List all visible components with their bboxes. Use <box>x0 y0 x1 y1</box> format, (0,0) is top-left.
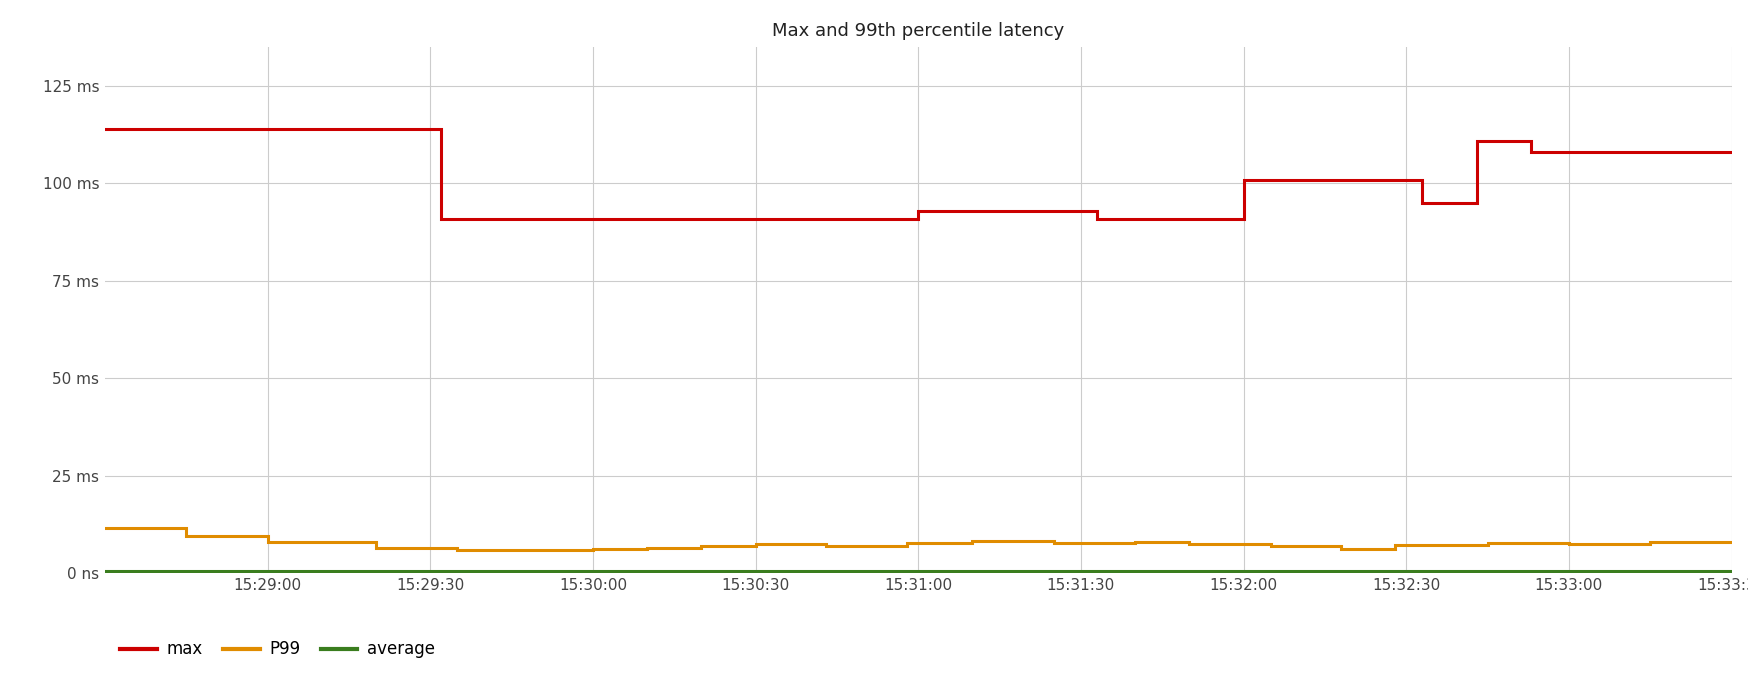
max <box>1519 137 1540 145</box>
P99 <box>582 545 603 553</box>
max <box>1519 148 1540 156</box>
P99 <box>1124 538 1145 546</box>
P99 <box>745 540 766 548</box>
P99 <box>1259 540 1280 548</box>
P99 <box>815 542 836 550</box>
P99 <box>1640 540 1661 548</box>
max <box>392 125 414 133</box>
P99 <box>690 543 711 551</box>
P99 <box>175 532 196 540</box>
P99 <box>1259 543 1280 551</box>
P99 <box>1178 540 1199 548</box>
P99 <box>636 543 657 551</box>
P99 <box>1124 539 1145 547</box>
P99 <box>94 524 115 532</box>
P99 <box>1384 541 1405 549</box>
Line: max: max <box>105 129 1731 218</box>
P99 <box>745 543 766 551</box>
max <box>907 207 928 215</box>
P99 <box>961 537 982 545</box>
max <box>1232 214 1253 222</box>
P99 <box>447 543 468 551</box>
P99 <box>690 543 711 551</box>
P99 <box>1557 540 1578 548</box>
P99 <box>1640 538 1661 546</box>
P99 <box>447 546 468 554</box>
P99 <box>1042 539 1063 547</box>
P99 <box>1178 538 1199 546</box>
max <box>1086 207 1106 215</box>
max <box>1086 214 1106 222</box>
max <box>1411 199 1432 207</box>
P99 <box>1720 538 1741 546</box>
P99 <box>1330 543 1351 551</box>
P99 <box>1557 539 1578 547</box>
P99 <box>961 539 982 547</box>
max <box>392 125 414 133</box>
P99 <box>257 538 278 546</box>
max <box>1465 137 1486 145</box>
P99 <box>1042 537 1063 545</box>
P99 <box>897 542 918 550</box>
max <box>1720 148 1741 156</box>
P99 <box>365 543 386 551</box>
P99 <box>257 532 278 540</box>
max <box>1232 175 1253 183</box>
P99 <box>175 524 196 532</box>
P99 <box>1384 545 1405 553</box>
max <box>1411 175 1432 183</box>
max <box>1465 199 1486 207</box>
P99 <box>1330 545 1351 553</box>
Line: P99: P99 <box>105 528 1731 550</box>
P99 <box>365 538 386 546</box>
P99 <box>815 540 836 548</box>
max <box>94 125 115 133</box>
P99 <box>897 539 918 547</box>
max <box>430 125 451 133</box>
P99 <box>636 545 657 553</box>
P99 <box>1475 539 1496 547</box>
max <box>430 214 451 222</box>
Legend: max, P99, average: max, P99, average <box>114 634 442 665</box>
max <box>907 214 928 222</box>
P99 <box>1475 541 1496 549</box>
P99 <box>582 546 603 554</box>
Title: Max and 99th percentile latency: Max and 99th percentile latency <box>771 22 1065 40</box>
